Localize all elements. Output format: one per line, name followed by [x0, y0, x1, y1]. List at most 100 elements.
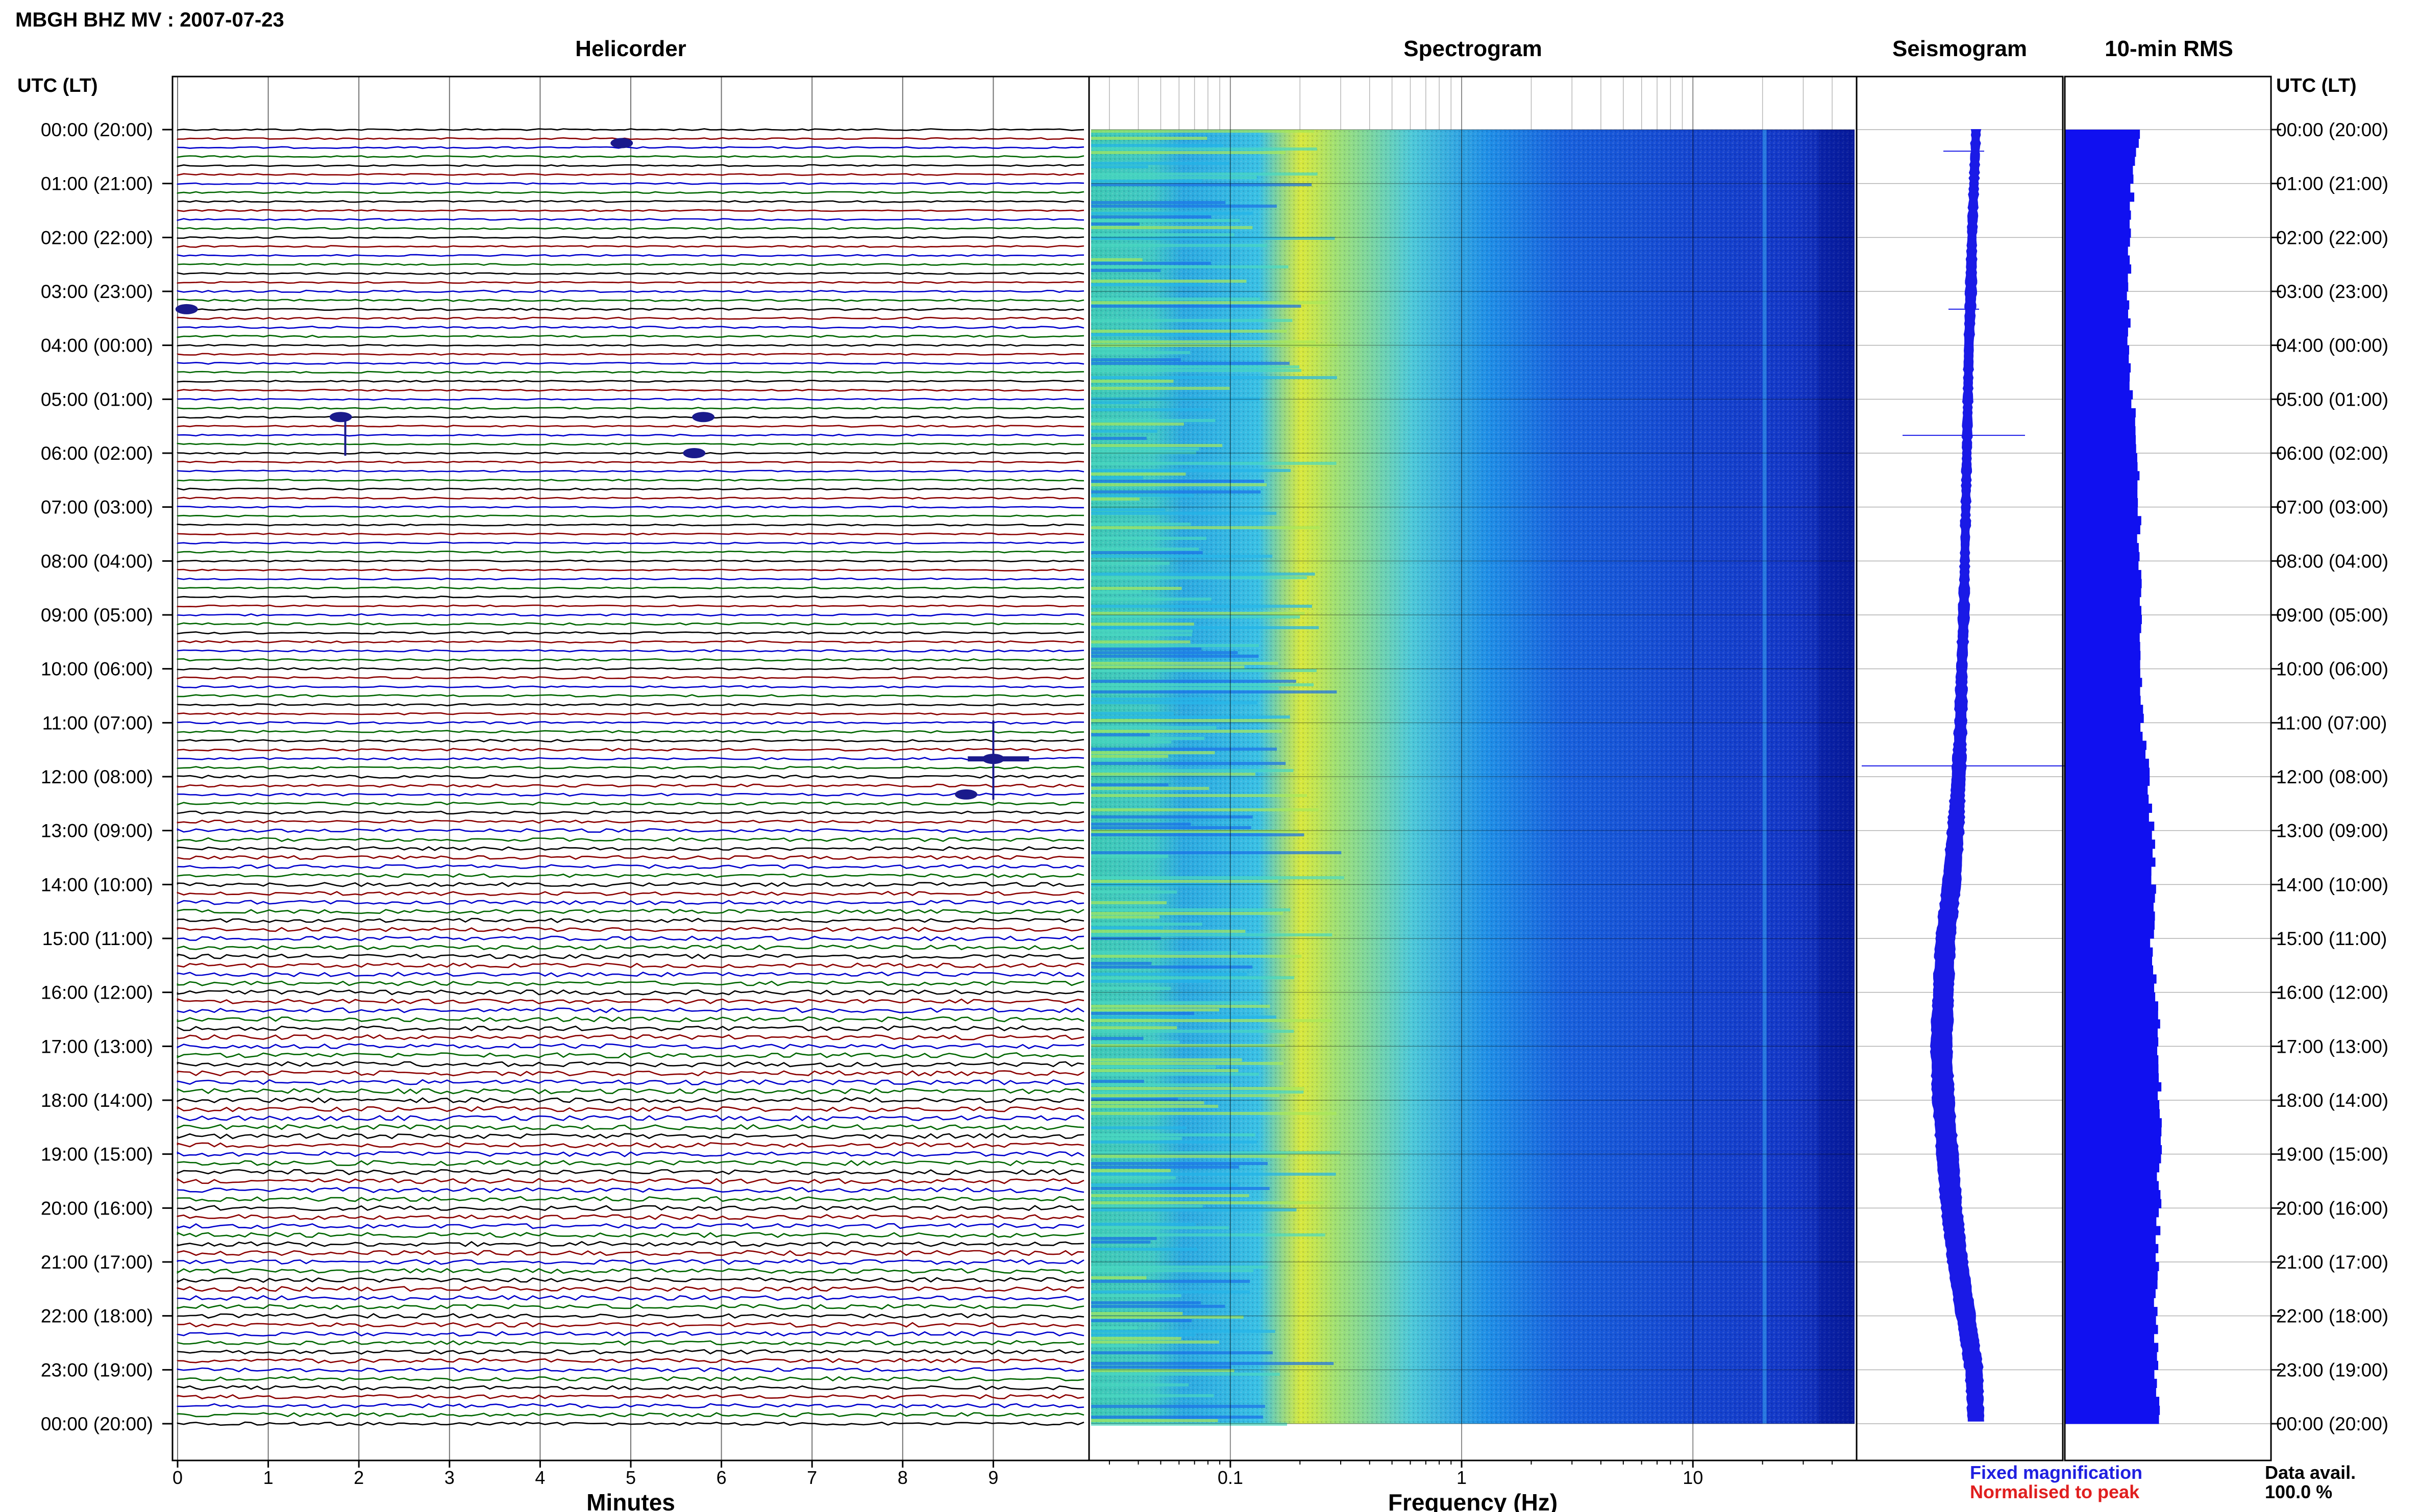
helicorder-trace [177, 1187, 1084, 1194]
panel-title-spectrogram: Spectrogram [1403, 36, 1542, 61]
helicorder-trace [177, 316, 1084, 320]
rms-bar [2065, 525, 2140, 534]
helicorder-trace [177, 1304, 1084, 1310]
time-label-right: 19:00 (15:00) [2276, 1144, 2388, 1165]
rms-bar [2065, 830, 2152, 840]
time-label-right: 07:00 (03:00) [2276, 497, 2388, 518]
time-label-left: 16:00 (12:00) [41, 982, 153, 1003]
rms-bar [2065, 588, 2141, 598]
rms-bar [2065, 974, 2157, 984]
rms-bar [2065, 1235, 2156, 1245]
helicorder-trace [177, 1061, 1084, 1068]
rms-bar [2065, 1244, 2159, 1253]
helicorder-trace [177, 415, 1084, 419]
helicorder-x-tick: 3 [445, 1467, 455, 1488]
rms-bar [2065, 1280, 2158, 1290]
spectrogram-x-tick: 1 [1457, 1467, 1467, 1488]
time-label-right: 13:00 (09:00) [2276, 821, 2388, 841]
helicorder-trace [177, 676, 1084, 680]
helicorder-trace [177, 640, 1084, 644]
helicorder-x-tick: 2 [354, 1467, 364, 1488]
helicorder-trace [177, 953, 1084, 959]
rms-bar [2065, 219, 2130, 229]
rms-bar [2065, 1307, 2158, 1317]
rms-bar [2065, 633, 2140, 642]
helicorder-trace [177, 945, 1084, 951]
helicorder-trace [177, 1178, 1084, 1184]
helicorder-trace [177, 407, 1084, 410]
helicorder-trace [177, 1025, 1084, 1031]
time-label-right: 06:00 (02:00) [2276, 443, 2388, 464]
rms-bar [2065, 1109, 2160, 1119]
time-label-left: 05:00 (01:00) [41, 389, 153, 410]
rms-bar [2065, 911, 2155, 921]
helicorder-trace [177, 524, 1084, 527]
time-label-left: 12:00 (08:00) [41, 766, 153, 787]
helicorder-trace [177, 1277, 1084, 1283]
rms-bar [2065, 444, 2136, 454]
helicorder-trace [177, 783, 1084, 788]
rms-bar [2065, 983, 2155, 993]
rms-bar [2065, 785, 2148, 795]
helicorder-trace [177, 846, 1084, 851]
panel-title-rms: 10-min RMS [2105, 36, 2233, 61]
rms-bar [2065, 1217, 2157, 1227]
helicorder-trace [177, 227, 1084, 230]
helicorder-trace [177, 927, 1084, 932]
helicorder-trace [177, 1016, 1084, 1023]
rms-bar [2065, 1055, 2159, 1065]
helicorder-trace [177, 1268, 1084, 1274]
helicorder-trace [177, 370, 1084, 374]
helicorder-trace [177, 685, 1084, 689]
time-label-left: 23:00 (19:00) [41, 1359, 153, 1380]
helicorder-trace [177, 281, 1084, 284]
helicorder-trace [177, 1295, 1084, 1301]
rms-bar [2065, 1343, 2159, 1352]
rms-bar [2065, 1378, 2157, 1389]
helicorder-trace [177, 1331, 1084, 1337]
station-title: MBGH BHZ MV : 2007-07-23 [15, 9, 284, 31]
helicorder-trace [177, 380, 1084, 383]
rms-bar [2065, 1352, 2157, 1361]
rms-bar [2065, 822, 2155, 831]
rms-bar [2065, 399, 2132, 409]
time-label-right: 21:00 (17:00) [2276, 1252, 2388, 1273]
helicorder-trace [177, 890, 1084, 896]
helicorder-trace [177, 1034, 1084, 1040]
rms-bar [2065, 417, 2135, 427]
data-avail-value: 100.0 % [2265, 1481, 2332, 1502]
rms-bar [2065, 812, 2149, 822]
time-label-left: 22:00 (18:00) [41, 1306, 153, 1327]
rms-bar [2065, 1288, 2156, 1298]
rms-bar [2065, 264, 2132, 274]
helicorder-trace [177, 1231, 1084, 1238]
rms-bar [2065, 884, 2156, 894]
time-label-left: 06:00 (02:00) [41, 443, 153, 464]
rms-bar [2065, 1046, 2158, 1056]
helicorder-trace [177, 792, 1084, 797]
time-label-right: 05:00 (01:00) [2276, 389, 2388, 410]
helicorder-trace [177, 1007, 1084, 1013]
helicorder-event [329, 412, 352, 423]
time-label-left: 04:00 (00:00) [41, 335, 153, 356]
helicorder-trace [177, 721, 1084, 725]
rms-bar [2065, 471, 2140, 481]
helicorder-trace [177, 1043, 1084, 1050]
helicorder-trace [177, 658, 1084, 662]
helicorder-trace [177, 864, 1084, 869]
helicorder-trace [177, 1412, 1084, 1418]
helicorder-x-tick: 9 [988, 1467, 998, 1488]
rms-bar [2065, 300, 2130, 310]
helicorder-trace [177, 559, 1084, 563]
helicorder-trace [177, 1214, 1084, 1220]
helicorder-trace [177, 1367, 1084, 1373]
helicorder-trace [177, 236, 1084, 239]
rms-bar [2065, 381, 2130, 391]
helicorder-trace [177, 289, 1084, 293]
time-label-left: 08:00 (04:00) [41, 551, 153, 572]
helicorder-trace [177, 1114, 1084, 1122]
time-label-right: 14:00 (10:00) [2276, 874, 2388, 895]
rms-bar [2065, 1010, 2158, 1020]
helicorder-trace [177, 586, 1084, 589]
